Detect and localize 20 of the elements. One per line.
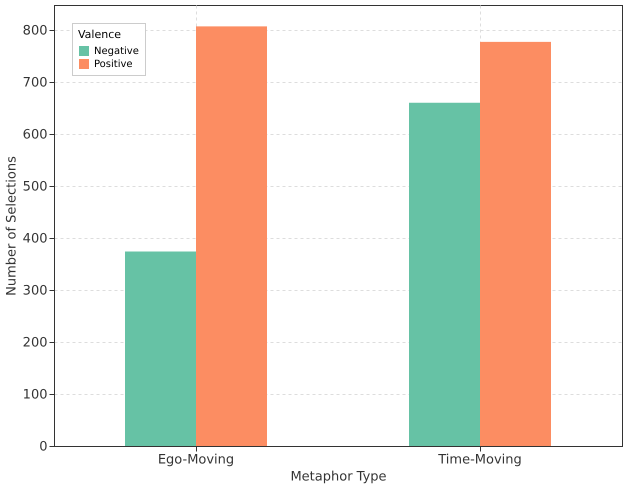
legend-label: Positive xyxy=(94,59,133,70)
bar xyxy=(125,252,196,446)
x-tick-label: Ego-Moving xyxy=(158,452,234,468)
y-tick-label: 0 xyxy=(39,440,48,454)
x-tick-label: Time-Moving xyxy=(437,452,522,468)
y-tick-label: 400 xyxy=(22,231,48,246)
legend-label: Negative xyxy=(94,46,139,57)
y-tick-label: 100 xyxy=(22,387,48,402)
y-tick-label: 500 xyxy=(22,179,48,194)
y-tick-label: 600 xyxy=(22,127,48,142)
bar xyxy=(196,26,267,446)
y-axis-title: Number of Selections xyxy=(4,156,20,296)
bar xyxy=(480,42,551,446)
x-axis-title: Metaphor Type xyxy=(290,470,387,484)
y-tick-label: 700 xyxy=(22,75,48,90)
legend-title: Valence xyxy=(78,28,122,41)
y-tick-label: 800 xyxy=(22,23,48,38)
y-tick-label: 200 xyxy=(22,335,48,350)
y-tick-label: 300 xyxy=(22,283,48,298)
bar xyxy=(409,102,480,446)
